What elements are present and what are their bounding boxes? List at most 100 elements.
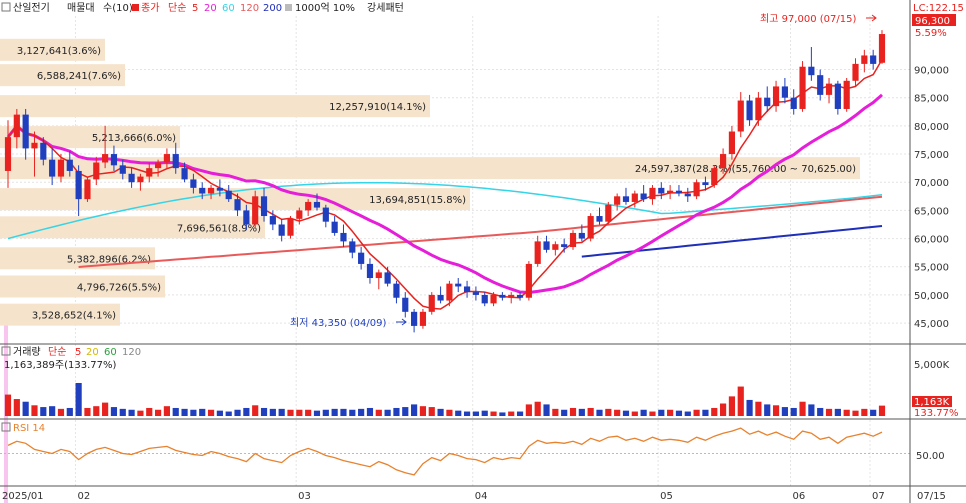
volume-bar	[746, 399, 753, 416]
volume-bar	[622, 410, 630, 416]
volume-bar	[181, 408, 188, 416]
legend-profile-count: 수(10)	[103, 2, 133, 14]
legend-checkbox[interactable]	[1, 422, 11, 432]
candle-body	[755, 97, 762, 121]
volume-profile-label: 3,528,652(4.1%)	[32, 311, 116, 322]
price-axis: 45,000 50,000 55,000 60,000 65,000 70,000 75,0…	[914, 66, 949, 331]
candle-body	[66, 159, 73, 171]
candle-body	[349, 241, 356, 253]
ma120-line	[78, 195, 883, 268]
volume-bar	[878, 405, 886, 416]
candle-body	[790, 97, 797, 109]
price-tick-label: 65,000	[914, 206, 949, 217]
candle-body	[834, 83, 841, 109]
price-tick-label: 60,000	[914, 235, 949, 246]
candle-body	[525, 263, 532, 298]
candle-body	[861, 55, 868, 64]
volume-profile-label: 24,597,387(28.3%)(55,760.00 ~ 70,625.00)	[635, 164, 856, 175]
legend-pattern: 강세패턴	[367, 2, 404, 14]
candle-body	[57, 159, 65, 177]
time-tick-label: 07/15	[917, 491, 946, 502]
candle-body	[340, 232, 347, 242]
volume-bar	[525, 404, 532, 416]
volume-bar	[57, 408, 65, 416]
candle-body	[843, 80, 850, 109]
volume-bar	[516, 411, 524, 416]
last-change: 5.59%	[915, 28, 947, 39]
candle-body	[75, 170, 82, 200]
price-tick-label: 90,000	[914, 66, 949, 77]
time-tick-label: 03	[298, 491, 311, 502]
candle-body	[543, 241, 550, 250]
volume-bar	[552, 408, 559, 416]
volume-bar	[340, 408, 347, 416]
legend-ma5: 5	[192, 3, 198, 14]
volume-bar	[587, 407, 594, 416]
rsi-legend: RSI 14	[13, 423, 45, 434]
candle-body	[119, 165, 126, 174]
volume-legend-ma120: 120	[122, 347, 141, 358]
volume-bar	[252, 405, 259, 416]
candle-body	[437, 294, 444, 301]
legend-ma60: 60	[222, 3, 235, 14]
candle-body	[181, 168, 188, 180]
candle-body	[137, 176, 144, 183]
candle-body	[296, 210, 303, 219]
volume-last-box	[912, 396, 952, 407]
candle-body	[31, 142, 38, 149]
volume-bar	[534, 401, 541, 416]
candle-body	[499, 294, 506, 298]
volume-bar	[472, 411, 479, 416]
candle-body	[658, 187, 665, 194]
volume-bar	[287, 409, 294, 416]
volume-legend-ma5: 5	[75, 347, 81, 358]
high-annotation: 최고 97,000 (07/15)	[760, 13, 856, 25]
volume-bar	[411, 404, 418, 416]
volume-bar	[720, 403, 727, 416]
volume-bar	[481, 410, 488, 416]
candle-body	[667, 190, 674, 194]
legend-ma200: 200	[263, 3, 282, 14]
volume-profile-bar	[0, 303, 120, 326]
volume-bar	[93, 406, 100, 416]
candle-body	[260, 196, 268, 217]
volume-profile-label: 13,694,851(15.8%)	[369, 195, 466, 206]
candle-body	[313, 201, 321, 208]
time-tick-label: 06	[793, 491, 806, 502]
volume-bar	[499, 412, 506, 416]
candle-body	[702, 182, 709, 186]
candle-body	[605, 204, 612, 222]
price-tick-label: 75,000	[914, 150, 949, 161]
candle-body	[375, 272, 382, 279]
volume-bar	[146, 407, 153, 416]
volume-bar	[455, 410, 462, 416]
legend-checkbox[interactable]	[1, 2, 11, 12]
candle-body	[587, 216, 594, 239]
legend: 산일전기 매물대 수(10) 종가 단순 5 20 60 120 200 100…	[1, 2, 404, 14]
volume-last: 1,163K	[914, 397, 950, 408]
volume-bar	[728, 396, 736, 416]
candle-body	[552, 244, 559, 250]
volume-bar	[305, 409, 312, 416]
candle-body	[684, 193, 691, 197]
volume-bar	[66, 407, 73, 416]
volume-bar	[4, 394, 12, 416]
volume-profile-label: 7,696,561(8.9%)	[177, 223, 261, 234]
volume-profile-label: 12,257,910(14.1%)	[329, 102, 426, 113]
legend-simple: 단순	[168, 2, 186, 14]
legend-profile: 매물대	[67, 2, 95, 14]
low-annotation: 최저 43,350 (04/09)	[290, 317, 386, 329]
volume-bar	[675, 410, 683, 416]
volume-bar	[658, 409, 665, 416]
volume-bar	[781, 407, 788, 416]
ma5-line	[7, 59, 883, 310]
volume-bar	[349, 409, 356, 416]
volume-bar	[463, 411, 471, 416]
volume-bar	[437, 408, 444, 416]
volume-bar	[817, 407, 824, 416]
candle-body	[4, 137, 12, 171]
legend-checkbox[interactable]	[1, 346, 11, 356]
price-tick-label: 55,000	[914, 263, 949, 274]
volume-legend-ma20: 20	[86, 347, 99, 358]
